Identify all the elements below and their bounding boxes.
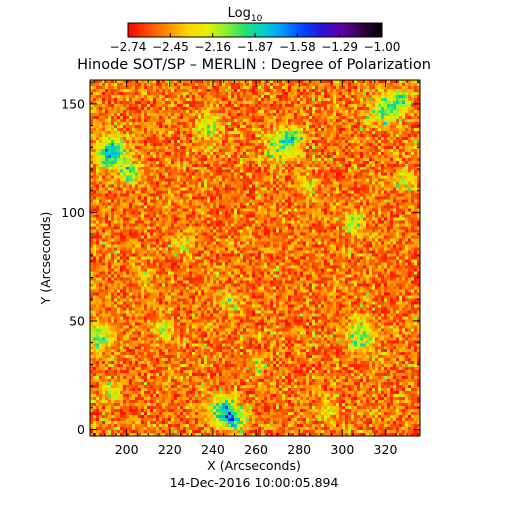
timestamp: 14-Dec-2016 10:00:05.894 <box>170 475 339 490</box>
colorbar-tick-label: −1.87 <box>237 40 274 54</box>
x-tick-label: 260 <box>244 442 268 457</box>
x-axis: 200 220 240 260 280 300 320 <box>93 80 419 457</box>
colorbar-tick-label: −2.45 <box>152 40 189 54</box>
x-tick-label: 200 <box>115 442 139 457</box>
x-tick-label: 320 <box>374 442 398 457</box>
heatmap-image <box>90 80 420 436</box>
x-tick-label: 220 <box>158 442 182 457</box>
x-tick-label: 280 <box>287 442 311 457</box>
colorbar-tick-label: −1.00 <box>364 40 401 54</box>
y-axis: 0 50 100 150 <box>61 81 420 437</box>
x-tick-label: 240 <box>201 442 225 457</box>
y-tick-label: 150 <box>61 96 85 111</box>
y-tick-label: 0 <box>77 422 85 437</box>
y-tick-label: 100 <box>61 205 85 220</box>
plot-frame <box>89 79 421 437</box>
colorbar-gradient <box>128 23 382 37</box>
heatmap <box>90 80 420 436</box>
colorbar-tick-label: −1.58 <box>279 40 316 54</box>
colorbar-label-subscript: 10 <box>251 14 263 24</box>
x-tick-label: 300 <box>330 442 354 457</box>
colorbar-tick-label: −1.29 <box>321 40 358 54</box>
colorbar-label: Log10 <box>228 6 263 24</box>
y-axis-label: Y (Arcseconds) <box>38 212 53 306</box>
x-axis-label: X (Arcseconds) <box>207 458 301 473</box>
colorbar-tick-label: −2.74 <box>110 40 147 54</box>
colorbar-tick-label: −2.16 <box>194 40 231 54</box>
colorbar-label-base: Log <box>228 6 251 21</box>
colorbar-ticks: −2.74 −2.45 −2.16 −1.87 −1.58 −1.29 −1.00 <box>110 33 401 54</box>
y-tick-label: 50 <box>69 313 85 328</box>
chart-title: Hinode SOT/SP – MERLIN : Degree of Polar… <box>77 57 431 73</box>
